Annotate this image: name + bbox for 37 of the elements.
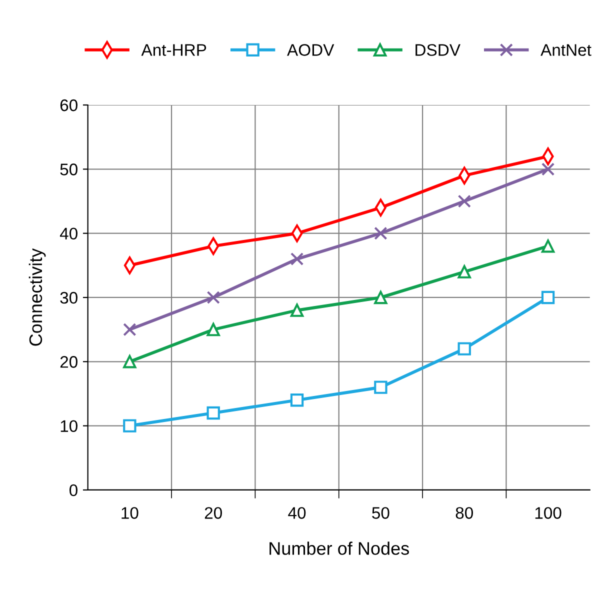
point	[206, 290, 220, 304]
x-tick-label: 80	[456, 507, 473, 519]
point	[290, 304, 304, 317]
y-tick-label: 60	[60, 99, 78, 112]
point	[123, 419, 136, 432]
point	[541, 162, 555, 176]
point	[206, 322, 220, 336]
y-tick-label: 10	[60, 420, 78, 432]
legend-label: AntNet	[540, 44, 592, 56]
x-tick-label: 100	[535, 507, 562, 519]
point	[290, 394, 304, 407]
point	[290, 252, 304, 266]
point	[458, 342, 471, 356]
legend-label: DSDV	[416, 44, 460, 56]
legend-label: Ant-HRP	[141, 44, 206, 56]
y-tick-label: 20	[60, 356, 78, 368]
point	[374, 380, 388, 394]
x-tick-label: 40	[288, 507, 306, 519]
point	[123, 355, 136, 368]
y-tick-label: 0	[70, 484, 78, 496]
point	[374, 290, 388, 304]
x-tick-label: 10	[122, 507, 138, 519]
point	[374, 226, 388, 240]
y-tick-label: 50	[60, 164, 78, 176]
y-axis-title: Connectivity	[28, 248, 46, 346]
x-tick-label: 20	[204, 507, 222, 519]
point	[541, 240, 555, 253]
point	[458, 265, 471, 278]
point	[458, 194, 471, 208]
x-axis-title: Number of Nodes	[270, 542, 409, 555]
legend-label: AODV	[287, 44, 334, 56]
y-tick-label: 30	[60, 292, 78, 304]
point	[541, 290, 555, 304]
point	[123, 322, 136, 336]
y-tick-label: 40	[60, 228, 78, 240]
x-tick-label: 50	[372, 507, 390, 519]
point	[206, 406, 220, 420]
